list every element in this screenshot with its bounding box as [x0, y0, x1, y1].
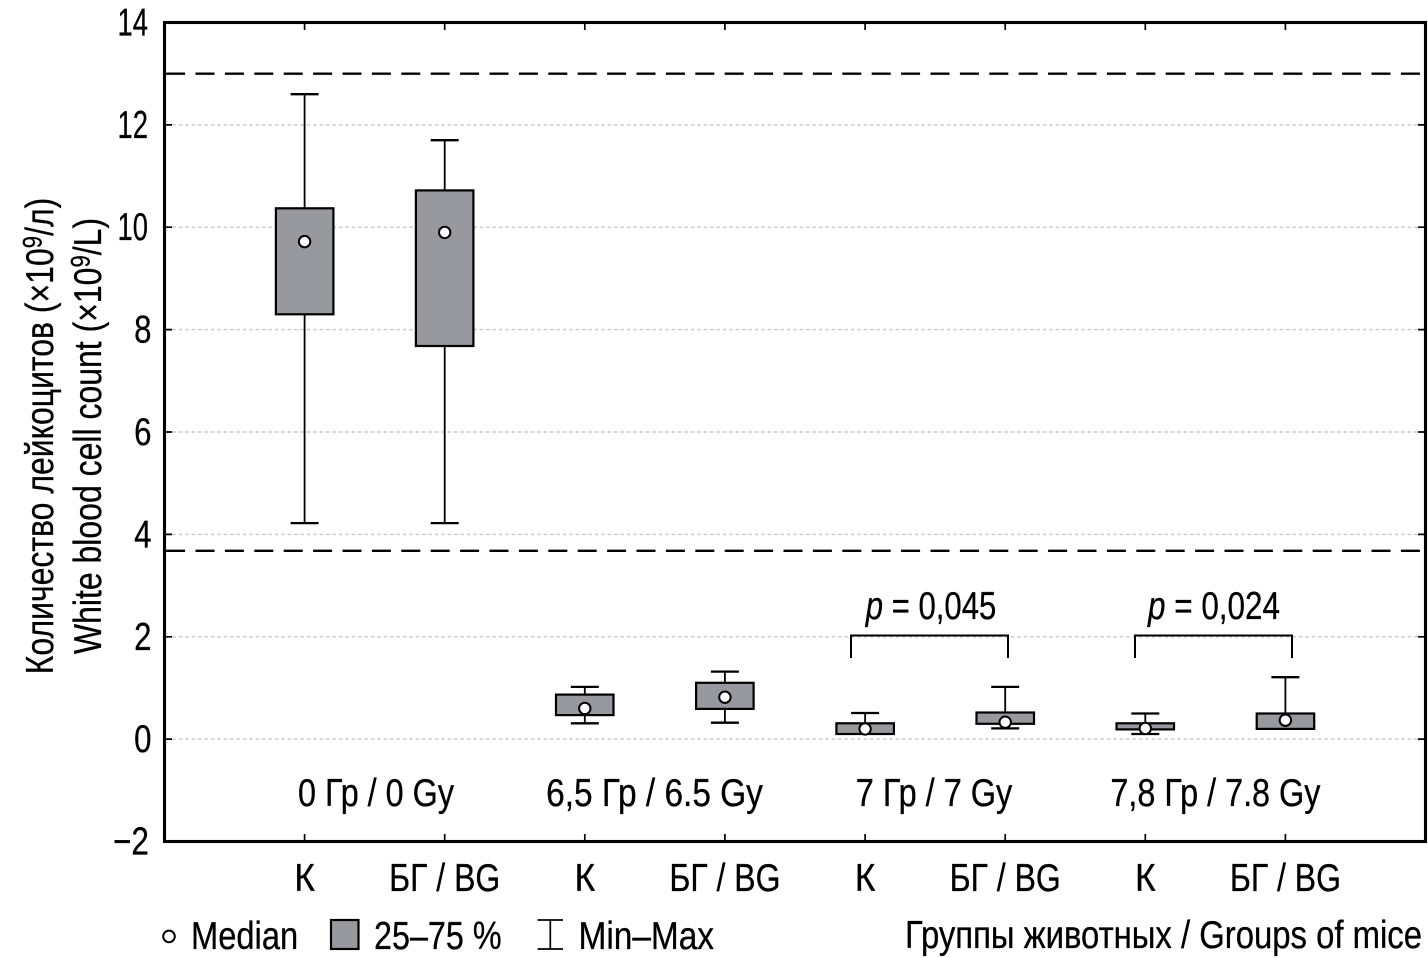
svg-text:Группы животных / Groups of mi: Группы животных / Groups of mice	[905, 912, 1422, 956]
svg-text:К: К	[574, 855, 595, 899]
svg-text:БГ / BG: БГ / BG	[1230, 856, 1341, 900]
svg-text:4: 4	[134, 513, 151, 556]
svg-text:К: К	[1135, 855, 1156, 899]
svg-text:p = 0,024: p = 0,024	[1147, 584, 1280, 628]
svg-text:Min–Max: Min–Max	[579, 914, 715, 958]
svg-text:6,5 Гр / 6.5 Gy: 6,5 Гр / 6.5 Gy	[546, 771, 764, 815]
svg-text:7,8 Гр / 7.8 Gy: 7,8 Гр / 7.8 Gy	[1110, 771, 1320, 815]
svg-text:10: 10	[118, 205, 148, 249]
svg-text:Количество лейкоцитов (×109/л): Количество лейкоцитов (×109/л)	[18, 198, 62, 675]
svg-text:БГ / BG: БГ / BG	[669, 856, 780, 900]
svg-text:7 Гр / 7 Gy: 7 Гр / 7 Gy	[856, 771, 1013, 814]
svg-text:25–75 %: 25–75 %	[374, 914, 502, 958]
svg-text:БГ / BG: БГ / BG	[950, 856, 1061, 900]
svg-text:6: 6	[134, 411, 151, 454]
svg-text:0: 0	[134, 718, 151, 761]
svg-text:−2: −2	[113, 819, 149, 863]
svg-text:Median: Median	[191, 913, 298, 957]
svg-text:К: К	[294, 855, 315, 899]
svg-text:2: 2	[134, 616, 151, 659]
svg-text:0 Гр / 0 Gy: 0 Гр / 0 Gy	[298, 771, 454, 815]
svg-text:p = 0,045: p = 0,045	[865, 585, 997, 628]
svg-text:White blood cell count (×109/L: White blood cell count (×109/L)	[66, 218, 110, 654]
svg-text:БГ / BG: БГ / BG	[389, 856, 500, 900]
svg-text:14: 14	[118, 1, 148, 45]
svg-text:12: 12	[118, 103, 148, 147]
svg-text:К: К	[855, 855, 876, 899]
svg-text:8: 8	[134, 308, 151, 351]
